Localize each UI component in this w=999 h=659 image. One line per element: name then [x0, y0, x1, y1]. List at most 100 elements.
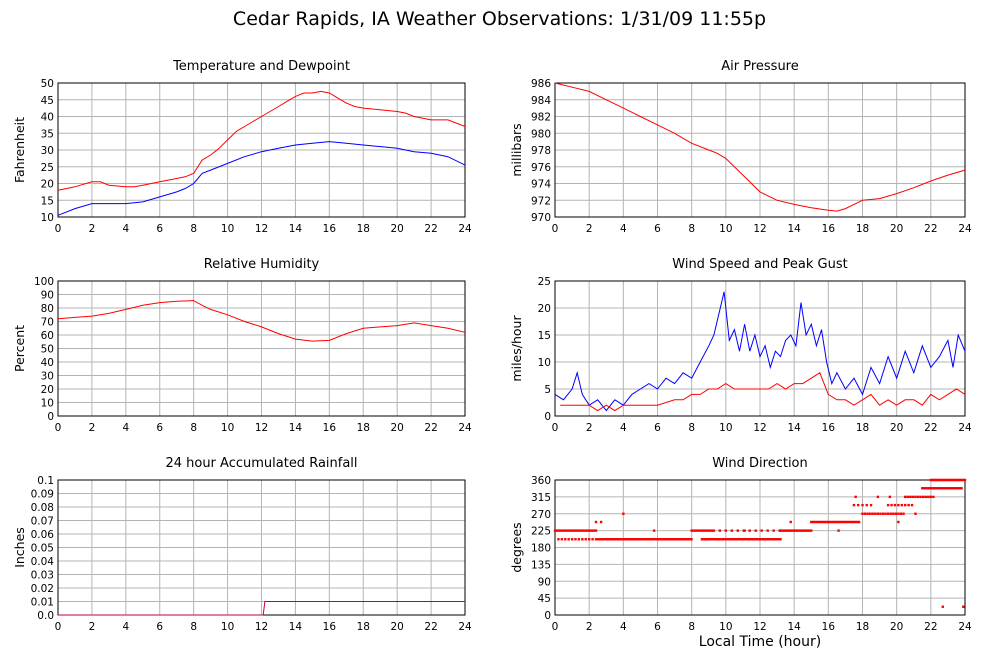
direction-point: [910, 503, 914, 507]
x-axis-label: Local Time (hour): [698, 634, 822, 650]
direction-point: [921, 487, 924, 490]
y-tick-label: 978: [531, 145, 551, 157]
direction-point: [786, 529, 789, 532]
direction-point: [588, 529, 592, 532]
direction-point: [730, 529, 734, 532]
page-title: Cedar Rapids, IA Weather Observations: 1…: [232, 8, 767, 30]
direction-point: [577, 538, 581, 541]
x-tick-label: 6: [156, 422, 163, 434]
x-tick-label: 16: [323, 422, 337, 434]
direction-point: [840, 520, 844, 524]
direction-point: [857, 503, 860, 507]
direction-point: [861, 512, 864, 515]
direction-point: [658, 538, 661, 541]
direction-point: [645, 538, 649, 541]
direction-point: [881, 512, 885, 515]
direction-point: [656, 538, 659, 541]
y-tick-label: 976: [531, 162, 551, 174]
direction-point: [667, 538, 670, 541]
y-tick-label: 70: [41, 317, 54, 329]
direction-point: [651, 538, 655, 541]
direction-point: [594, 529, 598, 532]
direction-point: [909, 495, 912, 499]
direction-point: [847, 520, 851, 524]
direction-point: [943, 487, 946, 490]
direction-point: [772, 538, 775, 541]
x-tick-label: 22: [924, 223, 937, 235]
direction-point: [618, 538, 621, 541]
direction-point: [799, 529, 803, 532]
y-tick-label: 15: [538, 330, 551, 342]
x-tick-label: 12: [255, 621, 268, 633]
direction-point: [774, 538, 777, 541]
direction-point: [564, 529, 567, 532]
y-tick-label: 15: [41, 195, 54, 207]
direction-point: [716, 538, 719, 541]
direction-point: [929, 478, 933, 482]
direction-point: [961, 478, 964, 482]
direction-point: [823, 520, 827, 524]
direction-point: [775, 538, 779, 541]
direction-point: [779, 529, 782, 532]
chart-title: Temperature and Dewpoint: [172, 59, 350, 74]
x-tick-label: 0: [55, 621, 62, 633]
direction-point: [594, 538, 598, 541]
y-tick-label: 90: [538, 576, 551, 588]
direction-point: [709, 538, 712, 541]
direction-point: [758, 538, 762, 541]
x-tick-label: 18: [357, 621, 370, 633]
direction-point: [893, 503, 897, 507]
direction-point: [745, 538, 748, 541]
y-tick-label: 10: [41, 212, 54, 224]
direction-point: [733, 538, 736, 541]
x-tick-label: 22: [924, 621, 937, 633]
direction-point: [750, 538, 753, 541]
direction-point: [707, 538, 710, 541]
direction-point: [806, 529, 810, 532]
direction-point: [665, 538, 669, 541]
direction-point: [590, 529, 594, 532]
chart-title: Wind Speed and Peak Gust: [672, 257, 847, 272]
direction-point: [743, 538, 746, 541]
direction-point: [694, 529, 697, 532]
direction-point: [601, 538, 604, 541]
y-tick-label: 315: [531, 492, 551, 504]
direction-point: [953, 487, 956, 490]
direction-point: [837, 520, 840, 524]
x-tick-label: 12: [255, 223, 268, 235]
humidity-series-line-0: [57, 300, 466, 342]
direction-point: [572, 529, 575, 532]
direction-point: [566, 529, 569, 532]
direction-point: [845, 520, 849, 524]
direction-point: [798, 529, 801, 532]
direction-point: [652, 529, 656, 532]
direction-point: [916, 495, 920, 499]
y-axis-label: Fahrenheit: [12, 117, 27, 183]
x-tick-label: 22: [424, 422, 437, 434]
x-tick-label: 0: [55, 422, 62, 434]
direction-point: [753, 538, 757, 541]
direction-point: [950, 478, 953, 482]
direction-point: [616, 538, 619, 541]
direction-point: [668, 538, 672, 541]
wind-series-line-0: [554, 291, 966, 412]
direction-point: [710, 529, 714, 532]
direction-point: [704, 529, 708, 532]
x-tick-label: 16: [323, 621, 337, 633]
x-tick-label: 12: [255, 422, 268, 434]
direction-point: [647, 538, 650, 541]
y-tick-label: 0.03: [31, 570, 54, 582]
direction-point: [608, 538, 612, 541]
x-tick-label: 24: [958, 422, 972, 434]
direction-point: [803, 529, 806, 532]
direction-point: [833, 520, 837, 524]
direction-point: [796, 529, 799, 532]
y-tick-label: 30: [41, 145, 54, 157]
x-tick-label: 4: [122, 621, 129, 633]
x-tick-label: 18: [357, 422, 370, 434]
direction-point: [654, 538, 658, 541]
y-tick-label: 60: [41, 330, 54, 342]
direction-point: [879, 512, 882, 515]
direction-point: [959, 478, 963, 482]
